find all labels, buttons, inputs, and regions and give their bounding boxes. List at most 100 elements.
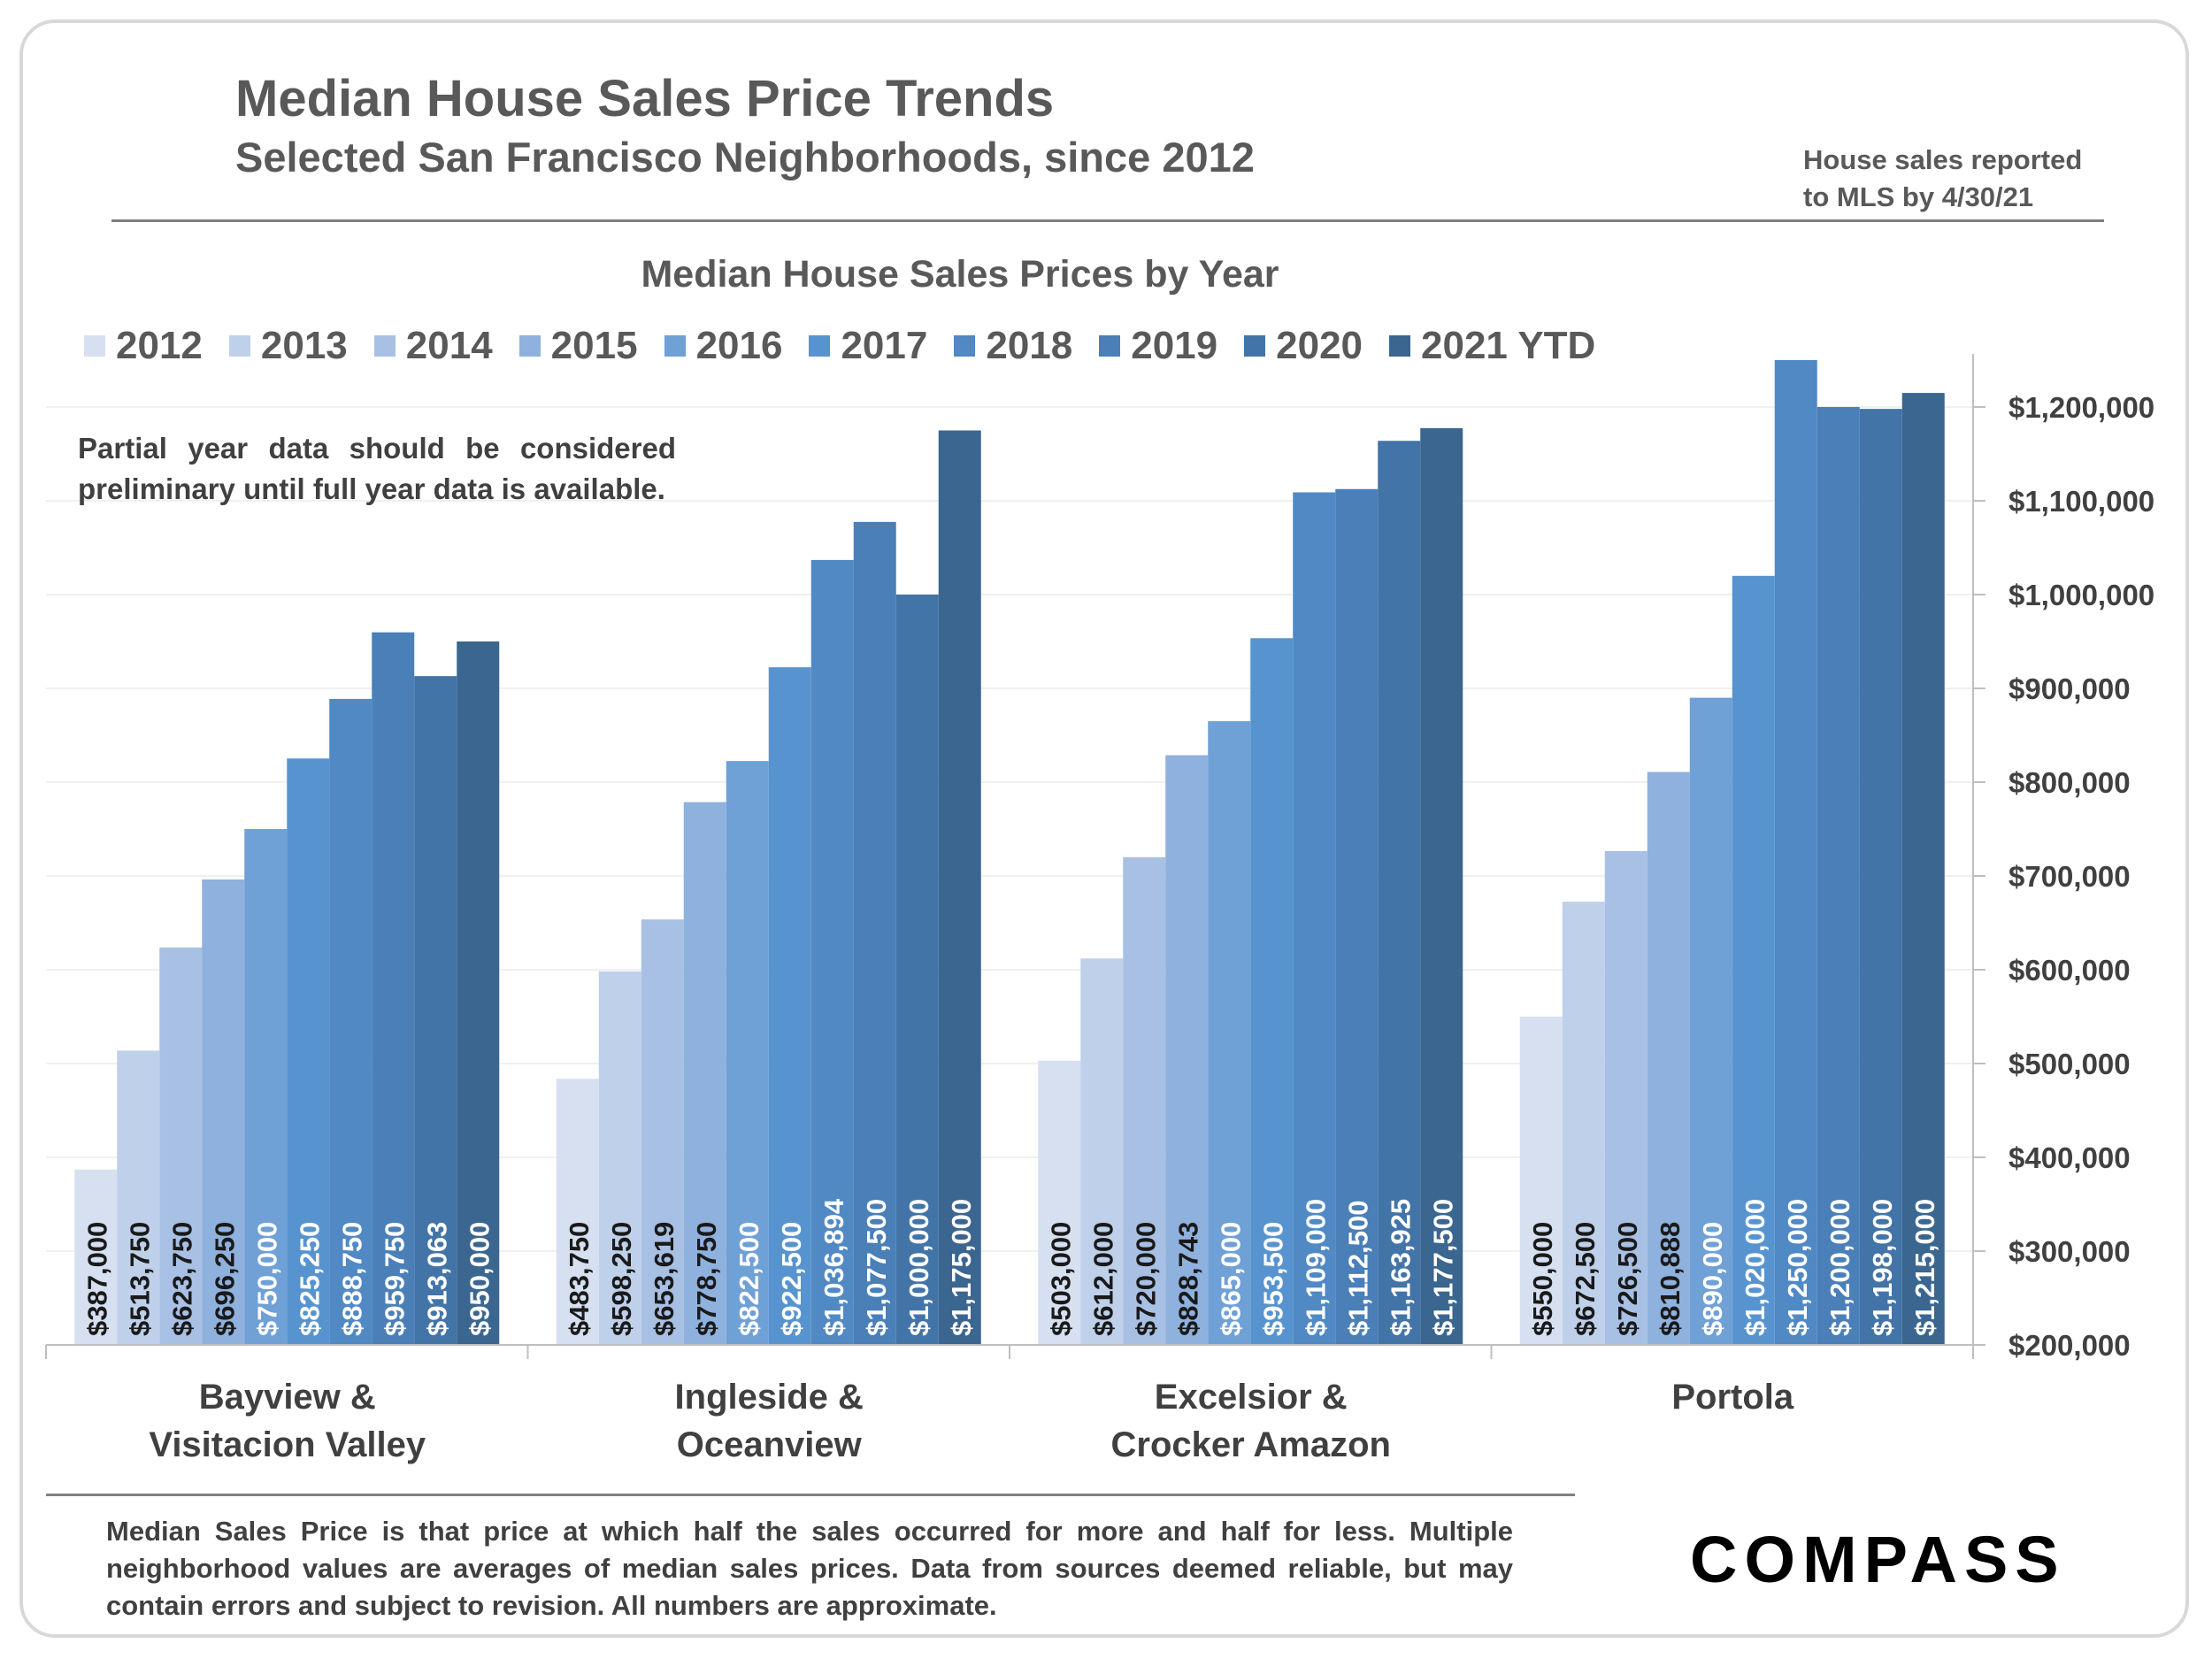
legend-item: 2013 — [228, 324, 348, 368]
legend-swatch — [228, 335, 250, 357]
bar — [159, 947, 203, 1345]
bar-value-label: $1,177,500 — [1427, 1199, 1458, 1336]
bar — [1378, 441, 1421, 1345]
legend-swatch — [1389, 335, 1411, 357]
bar-value-label: $1,175,000 — [946, 1199, 977, 1336]
legend-item: 2020 — [1244, 324, 1363, 368]
bar-value-label: $483,750 — [564, 1222, 595, 1336]
bar — [1562, 902, 1605, 1345]
legend-swatch — [84, 335, 105, 357]
bar-value-label: $1,077,500 — [861, 1199, 892, 1336]
bar-value-label: $720,000 — [1130, 1222, 1161, 1336]
legend-label: 2017 — [841, 324, 928, 367]
legend-label: 2019 — [1131, 324, 1218, 367]
bar — [1038, 1060, 1081, 1345]
legend-label: 2013 — [260, 324, 348, 367]
legend-swatch — [809, 335, 831, 357]
bar — [1293, 492, 1336, 1345]
bar — [1123, 856, 1166, 1345]
partial-year-note: Partial year data should be considered p… — [78, 432, 676, 505]
bar-value-label: $890,000 — [1697, 1222, 1728, 1336]
bar — [1519, 1017, 1563, 1345]
bar — [1080, 958, 1124, 1345]
bar-value-label: $810,888 — [1655, 1222, 1686, 1336]
y-tick-label: $300,000 — [2008, 1235, 2131, 1268]
y-tick-label: $1,000,000 — [2008, 579, 2154, 611]
legend-item: 2017 — [809, 324, 927, 368]
page-title: Median House Sales Price Trends — [235, 70, 1055, 127]
category-label-line2: Visitacion Valley — [149, 1425, 426, 1464]
bar — [372, 632, 415, 1345]
bar-value-label: $825,250 — [294, 1222, 325, 1336]
bar — [768, 667, 811, 1345]
category-label-line1: Portola — [1671, 1378, 1794, 1417]
footer-divider — [46, 1494, 1575, 1496]
bar — [244, 829, 288, 1345]
bar — [329, 698, 373, 1345]
bar-value-label: $1,198,000 — [1867, 1199, 1898, 1336]
bar-value-label: $778,750 — [691, 1222, 722, 1336]
bar — [556, 1079, 599, 1345]
legend-item: 2015 — [518, 324, 638, 368]
y-tick-label: $200,000 — [2008, 1329, 2131, 1362]
legend-label: 2012 — [116, 324, 203, 367]
bar — [726, 761, 769, 1345]
bar — [1689, 697, 1732, 1345]
bar-value-label: $696,250 — [209, 1222, 240, 1336]
bar — [1774, 360, 1817, 1345]
category-label-line1: Bayview & — [198, 1378, 376, 1417]
bar — [641, 919, 684, 1345]
bar — [1604, 850, 1647, 1345]
bar-value-label: $828,743 — [1172, 1222, 1203, 1336]
category-label: Bayview & Visitacion Valley — [46, 1373, 528, 1469]
mls-note-line2: to MLS by 4/30/21 — [1803, 181, 2034, 212]
category-label: Portola — [1492, 1373, 1974, 1421]
bar-value-label: $822,500 — [733, 1222, 764, 1336]
bar-value-label: $598,250 — [606, 1222, 637, 1336]
bar-value-label: $922,500 — [776, 1222, 807, 1336]
bar-value-label: $672,500 — [1570, 1222, 1601, 1336]
bar-value-label: $888,750 — [336, 1222, 367, 1336]
bar-value-label: $1,200,000 — [1824, 1199, 1855, 1336]
bar — [810, 559, 854, 1345]
category-label: Ingleside & Oceanview — [528, 1373, 1010, 1469]
bar-value-label: $387,000 — [81, 1222, 112, 1336]
bar — [683, 802, 726, 1345]
bar-value-label: $953,500 — [1257, 1222, 1288, 1336]
bar — [457, 641, 500, 1345]
page-frame — [19, 19, 2189, 1638]
bar-value-label: $1,163,925 — [1385, 1199, 1416, 1336]
chart-legend: 2012 2013 2014 2015 2016 2017 2018 2019 2020 2021… — [84, 324, 1622, 368]
bar — [1335, 488, 1379, 1345]
bar-value-label: $959,750 — [379, 1222, 410, 1336]
bar — [1420, 427, 1463, 1346]
bar-value-label: $726,500 — [1612, 1222, 1643, 1336]
bar — [74, 1169, 118, 1345]
page-subtitle: Selected San Francisco Neighborhoods, si… — [235, 134, 1255, 180]
bar-value-label: $1,036,894 — [818, 1198, 849, 1336]
legend-swatch — [954, 335, 976, 357]
bar — [598, 971, 641, 1345]
header-divider — [111, 219, 2104, 222]
bar — [1165, 755, 1209, 1345]
bar-value-label: $1,250,000 — [1782, 1199, 1813, 1336]
footnote: Median Sales Price is that price at whic… — [106, 1516, 1513, 1621]
mls-note-line1: House sales reported — [1803, 144, 2083, 175]
bar — [1208, 721, 1251, 1345]
legend-swatch — [1099, 335, 1121, 357]
y-tick-label: $500,000 — [2008, 1048, 2131, 1080]
legend-label: 2018 — [986, 324, 1073, 367]
bar-value-label: $1,020,000 — [1740, 1199, 1770, 1336]
bar-value-label: $503,000 — [1045, 1222, 1076, 1336]
category-label-line1: Ingleside & — [674, 1378, 864, 1417]
bar — [414, 676, 457, 1345]
y-tick-label: $600,000 — [2008, 954, 2131, 987]
y-tick-label: $900,000 — [2008, 672, 2131, 705]
category-label-line2: Oceanview — [676, 1425, 862, 1464]
legend-item: 2018 — [954, 324, 1072, 368]
legend-item: 2016 — [664, 324, 782, 368]
bar-value-label: $865,000 — [1215, 1222, 1246, 1336]
compass-logo: COMPASS — [1690, 1523, 2066, 1596]
chart-title: Median House Sales Prices by Year — [641, 253, 1279, 296]
y-tick-label: $800,000 — [2008, 766, 2131, 799]
